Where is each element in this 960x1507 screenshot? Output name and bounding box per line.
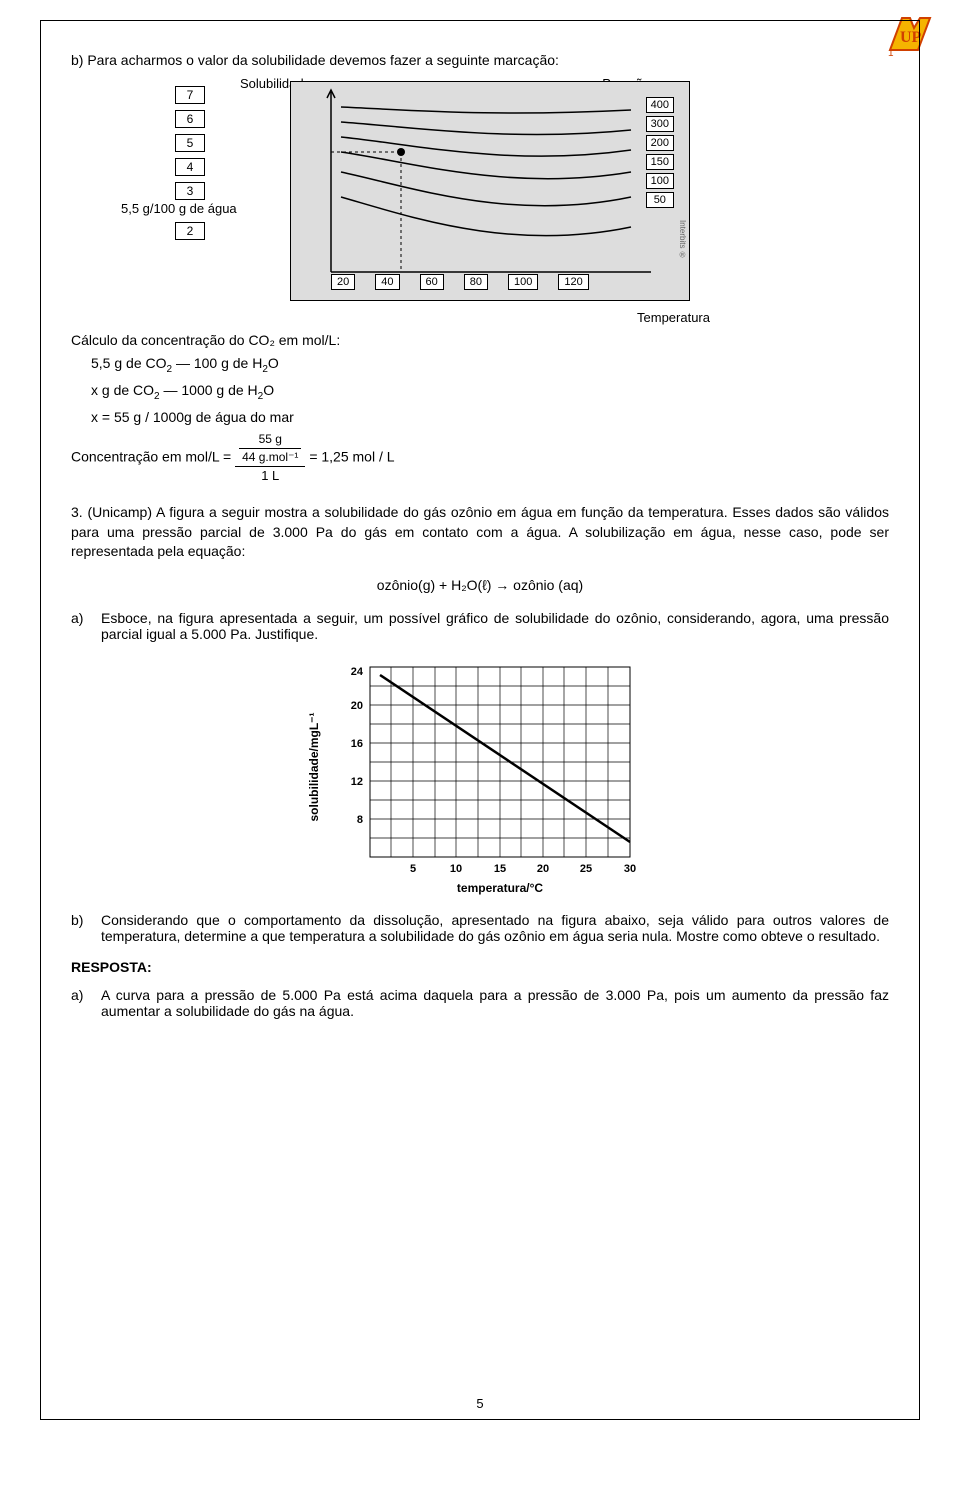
calc-line-1: 5,5 g de CO2 — 100 g de H2O bbox=[91, 354, 889, 377]
svg-text:8: 8 bbox=[357, 814, 363, 826]
resposta-a-marker: a) bbox=[71, 987, 101, 1019]
calc-concentration: Concentração em mol/L = 55 g 44 g.mol⁻¹ … bbox=[71, 431, 889, 485]
pressure-value: 200 bbox=[646, 135, 674, 151]
item-b: b) Considerando que o comportamento da d… bbox=[71, 912, 889, 944]
intro-text: b) Para acharmos o valor da solubilidade… bbox=[71, 51, 889, 71]
page-frame: b) Para acharmos o valor da solubilidade… bbox=[40, 20, 920, 1420]
svg-text:24: 24 bbox=[351, 666, 364, 678]
item-a-marker: a) bbox=[71, 610, 101, 642]
x-tick: 60 bbox=[420, 274, 444, 290]
question-3: 3. (Unicamp) A figura a seguir mostra a … bbox=[71, 503, 889, 562]
reading-label: 5,5 g/100 g de água bbox=[121, 201, 237, 216]
page-number: 5 bbox=[476, 1396, 483, 1411]
resposta-label: RESPOSTA: bbox=[71, 958, 889, 978]
item-a: a) Esboce, na figura apresentada a segui… bbox=[71, 610, 889, 642]
resposta-a: a) A curva para a pressão de 5.000 Pa es… bbox=[71, 987, 889, 1019]
y-tick: 3 bbox=[175, 182, 205, 200]
svg-text:20: 20 bbox=[537, 863, 549, 875]
calculation-block: Cálculo da concentração do CO₂ em mol/L:… bbox=[71, 331, 889, 486]
chart1-x-ticks: 20 40 60 80 100 120 bbox=[331, 274, 589, 290]
resposta-block: RESPOSTA: a) A curva para a pressão de 5… bbox=[71, 958, 889, 1020]
chart1-plot-area: 400 300 200 150 100 50 20 40 60 80 100 1… bbox=[290, 81, 690, 301]
svg-text:12: 12 bbox=[351, 776, 363, 788]
y-tick: 7 bbox=[175, 86, 205, 104]
solubility-chart: Solubilidade Pressão 7 6 5 4 3 2 bbox=[230, 81, 730, 301]
calc-title: Cálculo da concentração do CO₂ em mol/L: bbox=[71, 331, 889, 351]
chart1-svg bbox=[291, 82, 691, 302]
watermark-interbits: Interbits ® bbox=[678, 220, 687, 260]
svg-text:30: 30 bbox=[624, 863, 636, 875]
pressure-value: 300 bbox=[646, 116, 674, 132]
chart2-y-label: solubilidade/mgL⁻¹ bbox=[307, 712, 321, 821]
item-a-text: Esboce, na figura apresentada a seguir, … bbox=[101, 610, 889, 642]
calc-line-2: x g de CO2 — 1000 g de H2O bbox=[91, 381, 889, 404]
calc-line-3: x = 55 g / 1000g de água do mar bbox=[91, 408, 889, 428]
x-tick: 40 bbox=[375, 274, 399, 290]
svg-text:5: 5 bbox=[410, 863, 416, 875]
chart1-x-label: Temperatura bbox=[637, 310, 710, 325]
y-tick: 5 bbox=[175, 134, 205, 152]
chart1-y-ticks: 7 6 5 4 3 2 bbox=[175, 86, 205, 246]
equation: ozônio(g) + H₂O(ℓ) → ozônio (aq) bbox=[71, 576, 889, 596]
svg-text:16: 16 bbox=[351, 738, 363, 750]
pressure-legend: 400 300 200 150 100 50 bbox=[646, 97, 674, 211]
pressure-value: 50 bbox=[646, 192, 674, 208]
svg-text:20: 20 bbox=[351, 700, 363, 712]
item-b-marker: b) bbox=[71, 912, 101, 944]
svg-text:15: 15 bbox=[494, 863, 506, 875]
svg-text:25: 25 bbox=[580, 863, 592, 875]
pressure-value: 150 bbox=[646, 154, 674, 170]
y-tick: 2 bbox=[175, 222, 205, 240]
pressure-value: 100 bbox=[646, 173, 674, 189]
x-tick: 100 bbox=[508, 274, 538, 290]
pressure-value: 400 bbox=[646, 97, 674, 113]
x-tick: 120 bbox=[558, 274, 588, 290]
y-tick: 4 bbox=[175, 158, 205, 176]
svg-text:10: 10 bbox=[450, 863, 462, 875]
x-tick: 80 bbox=[464, 274, 488, 290]
x-tick: 20 bbox=[331, 274, 355, 290]
chart2-x-label: temperatura/°C bbox=[457, 881, 543, 895]
ozone-chart: 8 12 16 20 24 5 10 15 20 25 30 temperatu… bbox=[300, 657, 660, 897]
resposta-a-text: A curva para a pressão de 5.000 Pa está … bbox=[101, 987, 889, 1019]
y-tick: 6 bbox=[175, 110, 205, 128]
item-b-text: Considerando que o comportamento da diss… bbox=[101, 912, 889, 944]
